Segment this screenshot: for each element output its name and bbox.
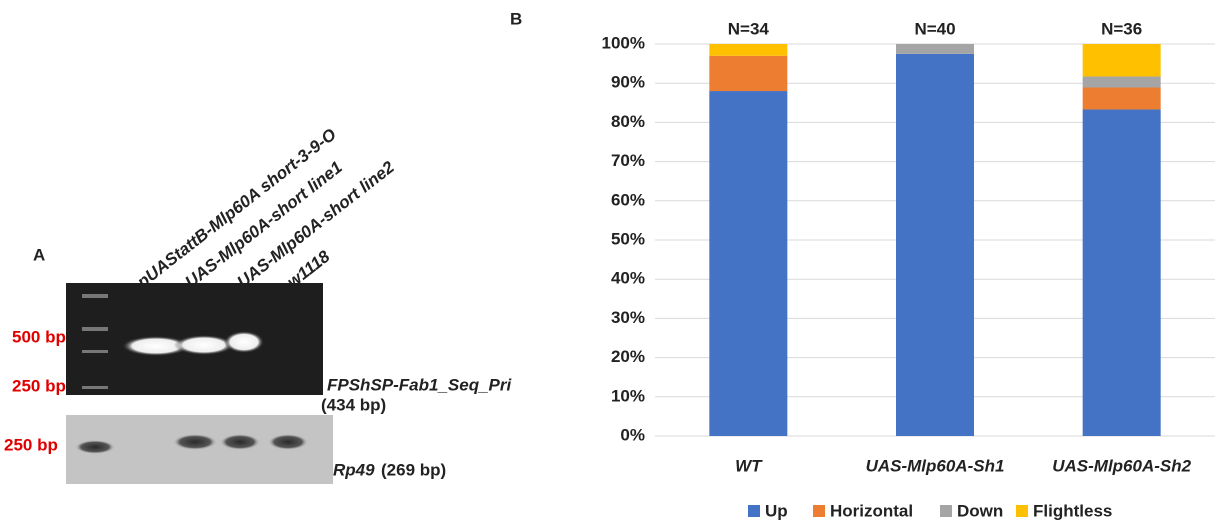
figure: A pUAStattB-Mlp60A short-3-9-O UAS-Mlp60…	[0, 0, 1224, 523]
y-tick-label: 50%	[611, 229, 645, 248]
bar-segment	[1083, 88, 1161, 110]
panel-label: B	[510, 9, 522, 28]
legend-swatch	[1016, 505, 1028, 517]
bar-segment	[709, 91, 787, 436]
bar-segment	[1083, 109, 1161, 436]
bar-segment	[1083, 77, 1161, 88]
gene-label: Rp49	[333, 460, 375, 479]
bar-segment	[1083, 44, 1161, 77]
legend-swatch	[813, 505, 825, 517]
chart: 0% 10% 20% 30% 40% 50% 60% 70% 80% 90% 100% N=34 WT N…	[602, 19, 1215, 520]
y-tick-label: 0%	[620, 425, 645, 444]
lane-labels: pUAStattB-Mlp60A short-3-9-O UAS-Mlp60A-…	[133, 125, 398, 293]
panel-label: A	[33, 245, 45, 264]
legend-swatch	[748, 505, 760, 517]
size-label: (434 bp)	[321, 395, 386, 414]
legend-swatch	[940, 505, 952, 517]
y-tick-label: 10%	[611, 386, 645, 405]
y-tick-label: 70%	[611, 151, 645, 170]
bar-segment	[709, 44, 787, 56]
bar-segment	[709, 56, 787, 91]
x-tick-label: UAS-Mlp60A-Sh2	[1052, 456, 1191, 475]
y-tick-label: 40%	[611, 269, 645, 288]
bar-segment	[896, 44, 974, 54]
bar-label: N=40	[914, 19, 955, 38]
marker-label: 250 bp	[12, 376, 66, 395]
x-tick-label: UAS-Mlp60A-Sh1	[866, 456, 1005, 475]
y-tick-label: 20%	[611, 347, 645, 366]
legend-label: Up	[765, 501, 788, 520]
x-tick-label: WT	[735, 456, 763, 475]
marker-label: 500 bp	[12, 327, 66, 346]
bar-label: N=36	[1101, 19, 1142, 38]
legend-label: Horizontal	[830, 501, 913, 520]
primer-label: FPShSP-Fab1_Seq_Pri	[327, 375, 513, 394]
y-tick-label: 30%	[611, 308, 645, 327]
size-label: (269 bp)	[381, 460, 446, 479]
y-tick-label: 100%	[602, 33, 645, 52]
legend-label: Flightless	[1033, 501, 1112, 520]
bar-label: N=34	[728, 19, 770, 38]
y-tick-label: 60%	[611, 190, 645, 209]
marker-label: 250 bp	[4, 435, 58, 454]
y-tick-label: 90%	[611, 73, 645, 92]
legend-label: Down	[957, 501, 1003, 520]
y-tick-label: 80%	[611, 112, 645, 131]
bar-segment	[896, 54, 974, 436]
